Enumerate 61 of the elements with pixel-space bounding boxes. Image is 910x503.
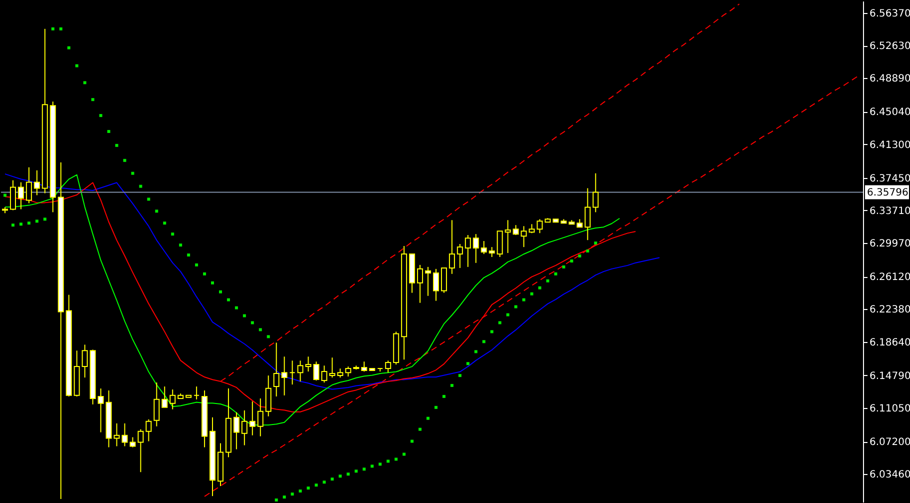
y-tick-label: 6.37450 [870, 173, 910, 184]
candlestick [34, 170, 40, 196]
candlestick [504, 220, 511, 254]
candlestick [82, 344, 88, 378]
candlestick [417, 264, 424, 304]
y-tick-label: 6.14790 [870, 370, 910, 382]
y-tick-label: 6.56370 [870, 8, 910, 20]
candlestick [425, 266, 432, 296]
candlestick [361, 361, 368, 372]
candlestick [170, 388, 176, 410]
candlestick [584, 188, 591, 241]
candlestick [138, 428, 144, 473]
y-tick-label: 6.03460 [870, 470, 910, 481]
candlestick [440, 267, 447, 294]
candlestick [122, 422, 128, 447]
y-tick-label: 6.22380 [870, 304, 910, 316]
candlestick [385, 360, 392, 374]
candlestick [26, 166, 32, 204]
candlestick [345, 366, 352, 377]
y-tick-label: 6.41300 [870, 140, 910, 151]
candlestick [146, 418, 152, 442]
candlestick [520, 226, 527, 248]
candlestick [162, 386, 168, 408]
candlestick [448, 220, 455, 274]
candlestick [464, 234, 471, 268]
candlestick [10, 180, 16, 211]
y-tick-label: 6.18640 [870, 337, 910, 348]
candlestick [289, 360, 296, 386]
candlestick [18, 182, 24, 210]
candlestick [432, 268, 439, 302]
y-tick-label: 6.45040 [870, 107, 910, 118]
candlestick [257, 398, 264, 437]
y-tick-label: 6.11050 [870, 403, 910, 414]
candlestick [488, 246, 495, 258]
candlestick [592, 172, 599, 213]
candlestick [456, 244, 463, 268]
candlestick [98, 388, 104, 433]
y-tick-label: 6.52630 [870, 41, 910, 52]
candlestick [512, 224, 519, 236]
line-series [4, 173, 660, 390]
candlestick [297, 360, 304, 382]
candlestick [194, 386, 200, 400]
candlestick [265, 375, 272, 417]
ref-line-label: 6.35796 [867, 187, 908, 198]
candlestick [281, 356, 288, 396]
candlestick [305, 356, 312, 372]
candlestick [233, 412, 240, 450]
candlestick [480, 240, 487, 255]
y-tick-label: 6.26120 [870, 272, 910, 284]
y-tick-label: 6.48890 [870, 74, 910, 85]
y-tick-label: 6.33710 [870, 206, 910, 217]
candlestick [273, 342, 280, 397]
candlestick [249, 400, 256, 436]
y-tick-label: 6.07200 [870, 437, 910, 448]
candlestick [154, 382, 160, 427]
y-tick-label: 6.29970 [870, 238, 910, 250]
candlestick [472, 234, 479, 264]
candlestick [496, 230, 503, 258]
candlestick [241, 410, 248, 446]
candlestick [313, 361, 320, 381]
candlestick [130, 436, 136, 448]
